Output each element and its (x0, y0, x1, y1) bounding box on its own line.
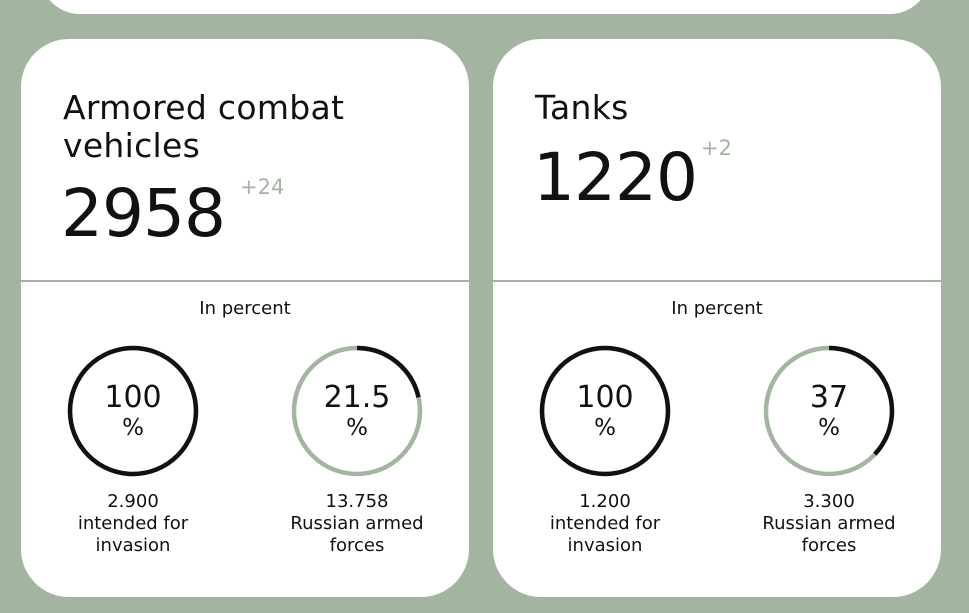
divider (21, 280, 469, 282)
card-title: Armored combat vehicles (63, 88, 345, 165)
caption-number: 1.200 (579, 491, 631, 512)
ring-label: 100 % (538, 344, 672, 478)
caption-number: 13.758 (325, 491, 389, 512)
ring-value: 37 (809, 379, 849, 415)
card-header: Tanks 1220 +2 (493, 39, 941, 280)
progress-ring: 21.5 % (290, 344, 424, 478)
ring-arc (539, 345, 671, 477)
ring-caption: 2.900 intended for invasion (38, 491, 228, 557)
progress-ring: 100 % (66, 344, 200, 478)
ring-arc (291, 345, 423, 477)
divider (493, 280, 941, 282)
ring-unit: % (818, 414, 840, 441)
ring-caption: 3.300 Russian armed forces (734, 491, 924, 557)
section-label: In percent (199, 298, 291, 319)
ring-label: 37 % (762, 344, 896, 478)
progress-ring-graphic (291, 345, 423, 477)
ring-unit: % (346, 414, 368, 441)
progress-ring-graphic (763, 345, 895, 477)
caption-number: 2.900 (107, 491, 159, 512)
ring-caption: 1.200 intended for invasion (510, 491, 700, 557)
ring-label: 21.5 % (290, 344, 424, 478)
ring-value: 100 (104, 379, 162, 415)
progress-ring: 37 % (762, 344, 896, 478)
section-label: In percent (671, 298, 763, 319)
ring-unit: % (122, 414, 144, 441)
card-header: Armored combat vehicles 2958 +24 (21, 39, 469, 280)
card-count: 1220 (533, 139, 698, 216)
progress-ring-graphic (539, 345, 671, 477)
ring-value: 100 (576, 379, 634, 415)
ring-unit: % (594, 414, 616, 441)
ring-caption: 13.758 Russian armed forces (262, 491, 452, 557)
card-title: Tanks (535, 88, 629, 127)
caption-text: Russian armed forces (290, 513, 424, 556)
caption-number: 3.300 (803, 491, 855, 512)
caption-text: intended for invasion (77, 513, 189, 556)
ring-label: 100 % (66, 344, 200, 478)
progress-ring-graphic (67, 345, 199, 477)
ring-arc (67, 345, 199, 477)
progress-ring: 100 % (538, 344, 672, 478)
caption-text: intended for invasion (549, 513, 661, 556)
card-count: 2958 (61, 175, 226, 252)
caption-text: Russian armed forces (762, 513, 896, 556)
ring-value: 21.5 (323, 379, 391, 415)
card-delta: +2 (701, 136, 732, 160)
card-tanks: Tanks 1220 +2 In percent 100 % 1.200 int… (493, 39, 941, 597)
ring-arc (763, 345, 895, 477)
card-armored-vehicles: Armored combat vehicles 2958 +24 In perc… (21, 39, 469, 597)
card-delta: +24 (240, 175, 285, 199)
top-card (40, 0, 930, 14)
